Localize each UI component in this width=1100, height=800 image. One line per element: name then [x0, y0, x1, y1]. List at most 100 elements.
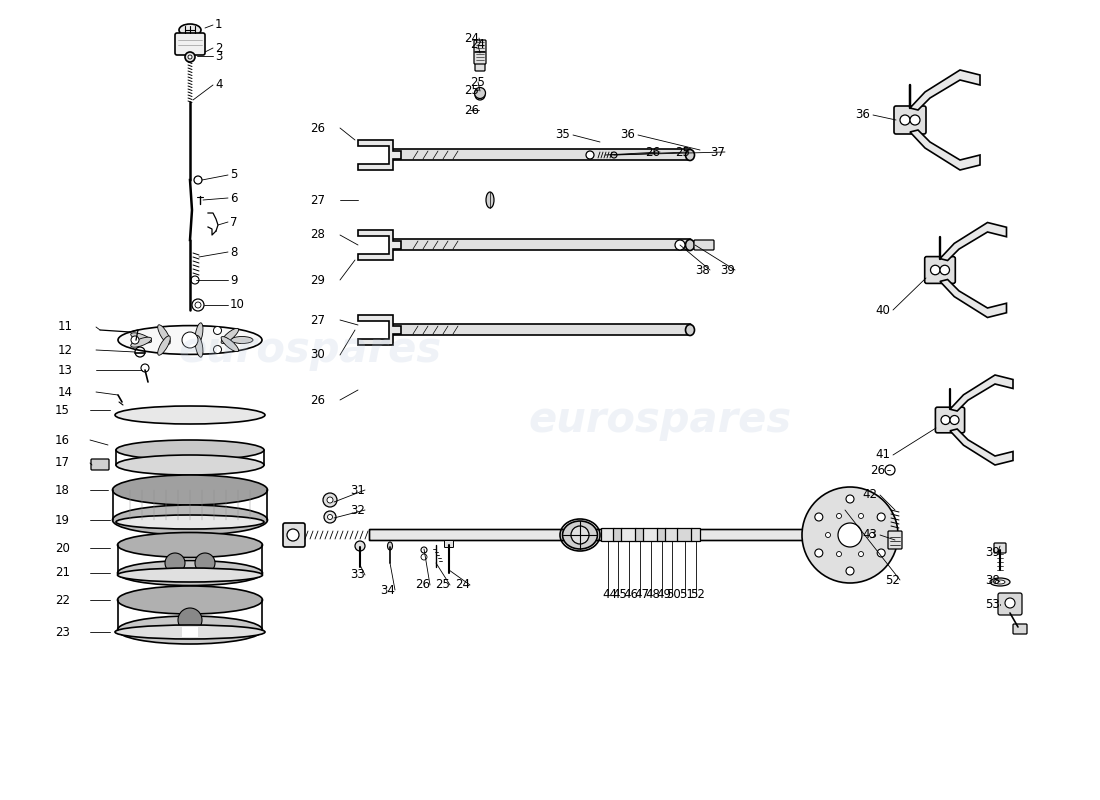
Circle shape [327, 497, 333, 503]
Ellipse shape [996, 580, 1005, 584]
Text: 29: 29 [310, 274, 324, 286]
Ellipse shape [221, 328, 239, 343]
Text: 19: 19 [55, 514, 70, 526]
FancyBboxPatch shape [692, 529, 701, 542]
Circle shape [877, 513, 886, 521]
Ellipse shape [685, 150, 694, 161]
Text: 25: 25 [675, 146, 690, 158]
Ellipse shape [990, 578, 1010, 586]
Ellipse shape [562, 521, 597, 549]
Text: 26: 26 [645, 146, 660, 158]
Circle shape [165, 553, 185, 573]
Circle shape [910, 115, 920, 125]
Circle shape [195, 553, 214, 573]
Text: 21: 21 [55, 566, 70, 579]
Circle shape [940, 415, 950, 425]
Circle shape [846, 495, 854, 503]
Circle shape [355, 541, 365, 551]
Text: 42: 42 [862, 489, 877, 502]
Text: 26: 26 [870, 463, 886, 477]
Ellipse shape [179, 24, 201, 36]
Text: 9: 9 [230, 274, 238, 286]
Circle shape [188, 55, 192, 59]
Text: 7: 7 [230, 215, 238, 229]
Text: 24: 24 [455, 578, 470, 591]
Text: eurospares: eurospares [178, 329, 441, 371]
Circle shape [131, 336, 139, 344]
Text: 51: 51 [679, 589, 694, 602]
Text: 27: 27 [310, 314, 324, 326]
Circle shape [213, 326, 221, 334]
FancyBboxPatch shape [678, 529, 693, 542]
Text: 49: 49 [656, 589, 671, 602]
Text: 50: 50 [666, 589, 681, 602]
Text: 26: 26 [415, 578, 430, 591]
Polygon shape [940, 279, 1006, 318]
Text: 24: 24 [464, 31, 478, 45]
Ellipse shape [118, 568, 263, 582]
Circle shape [610, 152, 617, 158]
Circle shape [900, 115, 910, 125]
Text: 46: 46 [623, 589, 638, 602]
FancyBboxPatch shape [392, 239, 691, 250]
Circle shape [421, 547, 427, 553]
FancyBboxPatch shape [91, 459, 109, 470]
Circle shape [858, 514, 864, 518]
Polygon shape [910, 130, 980, 170]
Ellipse shape [571, 526, 588, 544]
Polygon shape [940, 222, 1006, 261]
Circle shape [802, 487, 898, 583]
Ellipse shape [118, 561, 263, 586]
Ellipse shape [231, 337, 253, 343]
Text: 25: 25 [470, 75, 485, 89]
Circle shape [869, 533, 874, 538]
Ellipse shape [118, 326, 262, 354]
Circle shape [421, 554, 427, 560]
Text: 37: 37 [710, 146, 725, 158]
Text: 11: 11 [58, 321, 73, 334]
Text: 39: 39 [984, 546, 1000, 558]
Ellipse shape [112, 505, 267, 535]
Circle shape [858, 551, 864, 557]
Text: 2: 2 [214, 42, 222, 54]
FancyBboxPatch shape [444, 541, 453, 547]
Ellipse shape [131, 333, 152, 343]
Circle shape [838, 523, 862, 547]
Text: 44: 44 [602, 589, 617, 602]
FancyBboxPatch shape [392, 149, 691, 160]
Ellipse shape [116, 625, 265, 639]
Ellipse shape [157, 325, 170, 344]
Text: 36: 36 [855, 109, 870, 122]
Text: 48: 48 [645, 589, 660, 602]
FancyBboxPatch shape [994, 543, 1006, 553]
FancyBboxPatch shape [392, 324, 691, 335]
Ellipse shape [195, 335, 204, 357]
Text: 22: 22 [55, 594, 70, 606]
Circle shape [182, 332, 198, 348]
Ellipse shape [685, 239, 694, 250]
Text: 24: 24 [470, 38, 485, 51]
Circle shape [846, 567, 854, 575]
Polygon shape [358, 315, 402, 345]
Circle shape [586, 151, 594, 159]
Ellipse shape [157, 336, 170, 355]
Circle shape [825, 533, 830, 538]
Ellipse shape [195, 323, 204, 345]
Text: 4: 4 [214, 78, 222, 91]
Text: 27: 27 [310, 194, 324, 206]
Text: 13: 13 [58, 363, 73, 377]
Text: 15: 15 [55, 403, 70, 417]
Ellipse shape [116, 515, 264, 529]
Text: 32: 32 [350, 503, 365, 517]
Text: 43: 43 [862, 529, 877, 542]
FancyBboxPatch shape [636, 529, 645, 542]
Ellipse shape [116, 455, 264, 475]
Text: 6: 6 [230, 191, 238, 205]
Ellipse shape [112, 475, 267, 505]
FancyBboxPatch shape [475, 51, 485, 71]
Circle shape [323, 493, 337, 507]
Text: 10: 10 [230, 298, 245, 311]
Text: 31: 31 [350, 483, 365, 497]
Ellipse shape [131, 337, 152, 347]
FancyBboxPatch shape [644, 529, 659, 542]
